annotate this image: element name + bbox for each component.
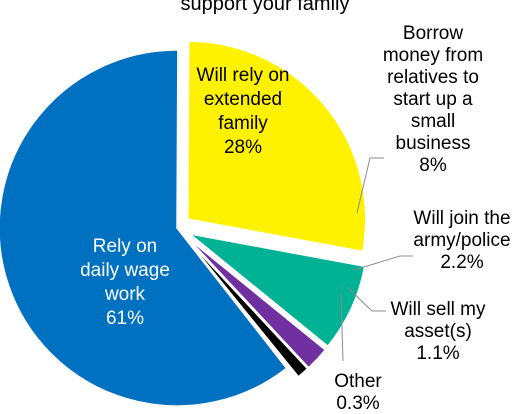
slice-label-line: extended <box>204 89 282 110</box>
pie-slice-other <box>185 238 299 381</box>
slice-label-line: Will join the <box>413 208 510 229</box>
slice-value-label: 8% <box>419 155 447 176</box>
slice-label-will-rely-on-extended-family: Will rely on extended family 28% <box>197 65 290 158</box>
slice-label-line: Will rely on <box>197 65 290 86</box>
slice-value-label: 61% <box>106 308 144 329</box>
slice-labels: Rely on daily wage work 61% Will rely on exte… <box>80 23 510 414</box>
slice-label-line: Borrow <box>403 23 463 44</box>
slice-label-line: family <box>218 113 268 134</box>
slice-label-line: work <box>104 284 146 305</box>
slice-label-line: Will sell my <box>391 299 486 320</box>
slice-label-line: start up a <box>393 89 473 110</box>
slice-label-line: money from <box>383 45 483 66</box>
slice-label-rely-on-daily-wage-work: Rely on daily wage work 61% <box>80 236 170 329</box>
leader-line-will-sell-my-asset-s <box>346 286 386 312</box>
slice-value-label: 0.3% <box>336 393 379 414</box>
slice-label-will-sell-my-asset-s: Will sell my asset(s) 1.1% <box>391 299 486 364</box>
slice-label-line: Other <box>334 371 382 392</box>
slice-value-label: 28% <box>224 137 262 158</box>
pie-slice-rely-on-daily-wage-work <box>0 49 288 407</box>
slice-label-line: relatives to <box>387 67 479 88</box>
pie-slices <box>0 40 367 407</box>
leader-line-other <box>340 293 344 362</box>
slice-label-other: Other 0.3% <box>334 371 382 414</box>
slice-value-label: 2.2% <box>440 252 483 273</box>
pie-slice-will-join-the-army-police <box>186 236 327 369</box>
slice-label-will-join-the-army-police: Will join the army/police 2.2% <box>413 208 510 273</box>
slice-label-line: business <box>396 133 471 154</box>
slice-label-line: asset(s) <box>404 321 472 342</box>
slice-label-line: daily wage <box>80 260 170 281</box>
chart-title-fragment: support your family <box>181 0 350 15</box>
leader-line-borrow-money-from-relatives-to-start-up-a-small-business <box>356 157 384 214</box>
leader-line-will-join-the-army-police <box>353 255 413 271</box>
slice-label-line: army/police <box>413 230 510 251</box>
pie-slice-will-rely-on-extended-family <box>187 40 367 253</box>
callout-lines <box>340 157 413 362</box>
slice-label-borrow-money-from-relatives-to-start-up-a-small-business: Borrow money from relatives to start up a sm… <box>383 23 483 176</box>
slice-label-line: small <box>411 111 455 132</box>
slice-value-label: 1.1% <box>416 343 459 364</box>
slice-label-line: Rely on <box>93 236 157 257</box>
